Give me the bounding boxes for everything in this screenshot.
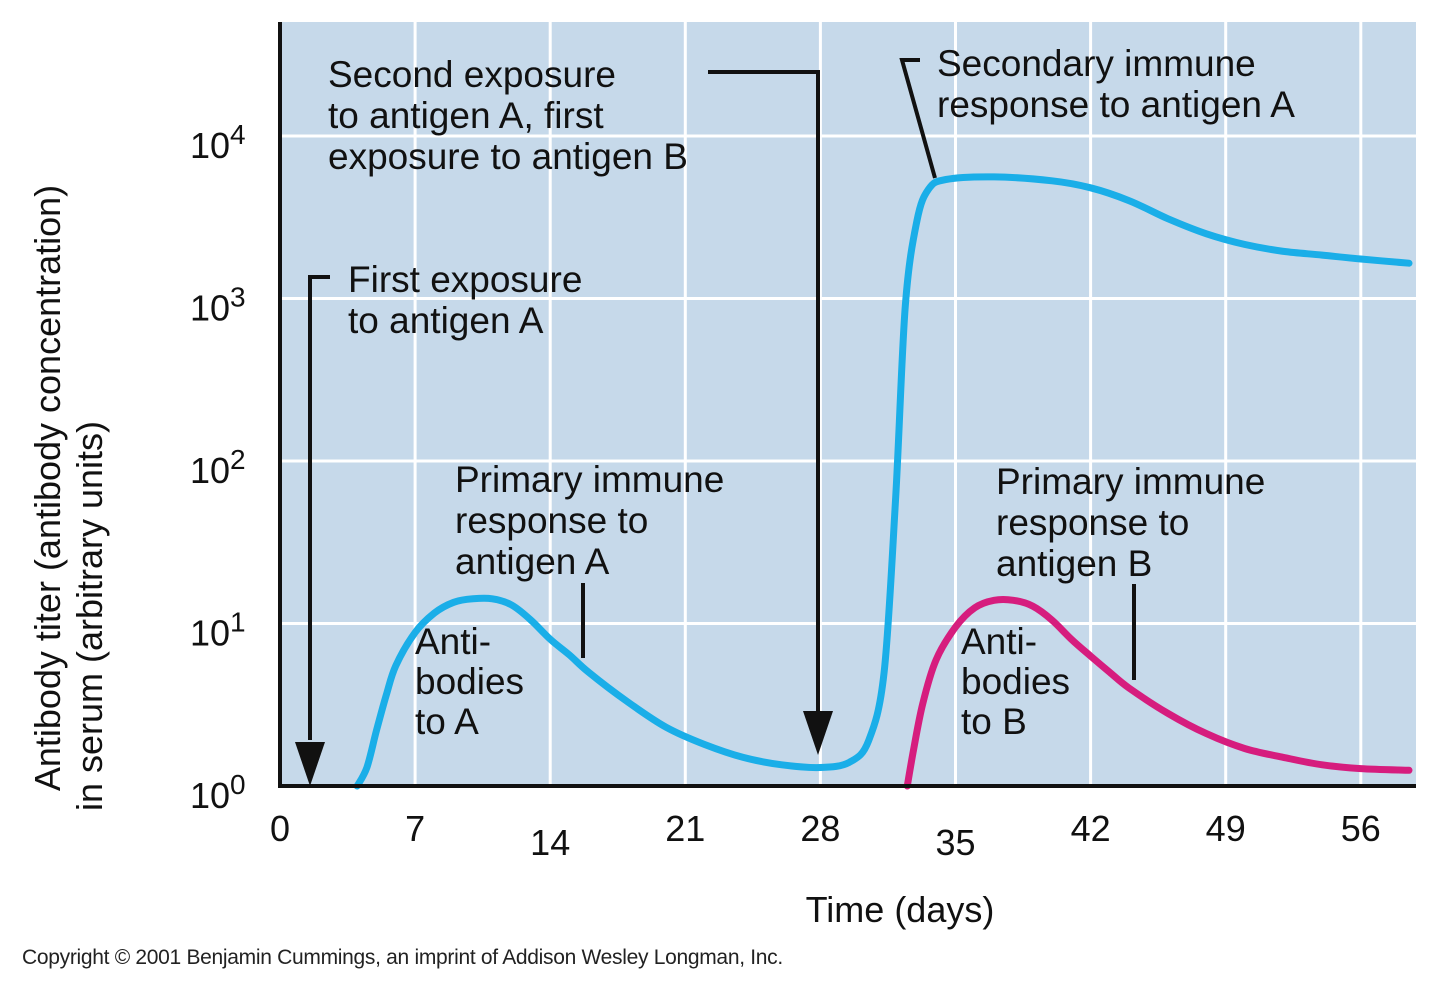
x-tick-label: 35	[935, 822, 975, 863]
series-line-antibodies_B	[903, 595, 1413, 790]
x-tick-label: 49	[1206, 808, 1246, 849]
grid-lines	[280, 22, 1440, 786]
annotation-antibodies-a: to A	[415, 701, 479, 742]
y-axis-label-line1: Antibody titer (antibody concentration)	[27, 185, 68, 791]
series-line-antibodies_A	[353, 173, 1413, 790]
annotation-first-exposure: First exposure	[348, 259, 582, 300]
axes	[278, 22, 1416, 788]
first-exposure-arrowhead	[295, 742, 325, 786]
secondary-response-pointer	[899, 58, 937, 179]
y-tick-label: 103	[190, 282, 246, 329]
first-exposure-arrow	[308, 275, 330, 740]
annotation-second-exposure: to antigen A, first	[328, 95, 604, 136]
annotation-antibodies-b: bodies	[961, 661, 1070, 702]
annotation-primary-response-b: antigen B	[996, 543, 1152, 584]
x-tick-label: 14	[530, 822, 570, 863]
y-axis-label-line2: in serum (arbitrary units)	[69, 421, 110, 811]
second-exposure-arrow	[708, 70, 820, 712]
y-tick-label: 101	[190, 607, 246, 654]
annotation-second-exposure: exposure to antigen B	[328, 136, 688, 177]
y-tick-label: 100	[190, 769, 246, 816]
annotation-antibodies-b: Anti-	[961, 621, 1037, 662]
annotation-secondary-response: Secondary immune	[937, 43, 1256, 84]
annotation-antibodies-a: Anti-	[415, 621, 491, 662]
x-tick-label: 21	[665, 808, 705, 849]
x-tick-label: 7	[405, 808, 425, 849]
annotation-antibodies-a: bodies	[415, 661, 524, 702]
x-tick-label: 56	[1341, 808, 1381, 849]
x-axis-label: Time (days)	[806, 889, 995, 930]
annotation-first-exposure: to antigen A	[348, 300, 544, 341]
annotation-primary-response-b: Primary immune	[996, 461, 1265, 502]
y-tick-label: 102	[190, 444, 246, 491]
y-tick-label: 104	[190, 119, 246, 166]
series-layer	[353, 173, 1413, 790]
tick-labels: 0 7 14 21 28 35 42 49 56 100 101 102 103 104	[190, 119, 1381, 863]
copyright-notice: Copyright © 2001 Benjamin Cummings, an i…	[22, 946, 783, 969]
annotation-primary-response-a: Primary immune	[455, 459, 724, 500]
annotation-antibodies-b: to B	[961, 701, 1027, 742]
annotation-second-exposure: Second exposure	[328, 54, 616, 95]
x-tick-label: 0	[270, 808, 290, 849]
annotation-secondary-response: response to antigen A	[937, 84, 1295, 125]
x-tick-label: 42	[1071, 808, 1111, 849]
x-tick-label: 28	[800, 808, 840, 849]
annotation-primary-response-a: response to	[455, 500, 648, 541]
second-exposure-arrowhead	[803, 711, 833, 755]
annotation-primary-response-a: antigen A	[455, 541, 610, 582]
annotation-primary-response-b: response to	[996, 502, 1189, 543]
